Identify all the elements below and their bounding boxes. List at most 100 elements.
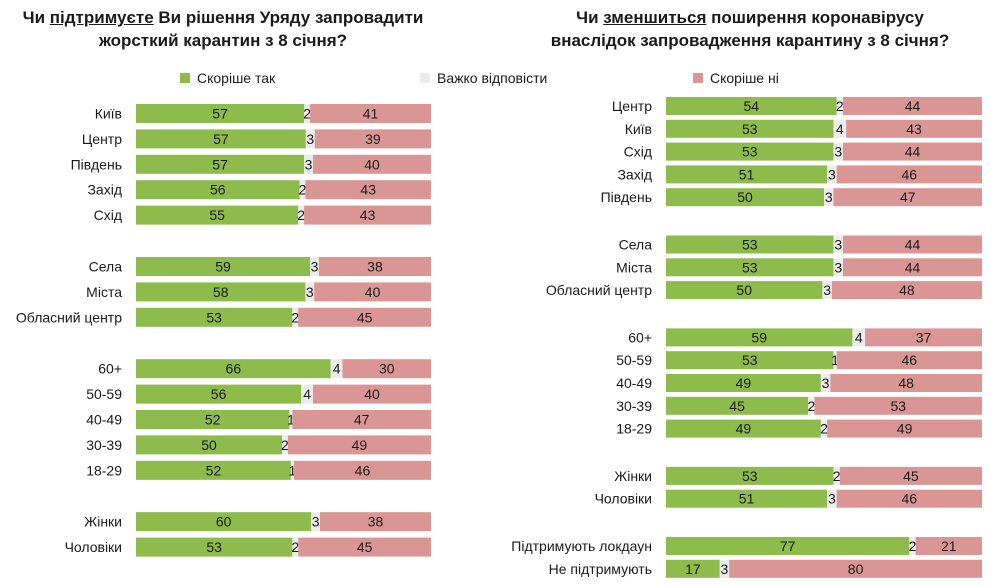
data-label: 46	[355, 462, 371, 478]
bar-segment-hard	[833, 466, 840, 485]
bar-segment-hard	[305, 129, 315, 149]
legend-item-hard: Важко відповісти	[420, 70, 547, 86]
bar-segment-yes	[666, 97, 837, 115]
bar-segment-hard	[292, 307, 299, 327]
bar-row-left: Київ 57 2 41	[95, 104, 431, 123]
data-label: 40	[364, 386, 380, 402]
bar-row-left: 18-29 52 1 46	[86, 460, 431, 480]
category-label: Села	[89, 259, 123, 275]
data-label: 40	[365, 284, 381, 300]
category-label: Жінки	[614, 468, 652, 484]
data-label: 4	[333, 361, 341, 377]
bar-segment-hard	[289, 410, 293, 429]
legend-swatch-no	[693, 73, 703, 83]
bar-segment-no	[830, 374, 982, 392]
bar-row-left: Центр 57 3 39	[82, 129, 431, 149]
data-label: 52	[205, 412, 221, 428]
bar-segment-no	[827, 419, 982, 438]
bar-segment-yes	[666, 188, 824, 207]
category-label: Центр	[82, 131, 122, 147]
data-label: 3	[823, 282, 831, 298]
bar-segment-yes	[136, 129, 306, 149]
data-label: 49	[736, 375, 752, 391]
data-label: 60	[216, 514, 232, 530]
bar-row-right: 60+ 59 4 37	[628, 328, 982, 347]
category-label: Центр	[612, 98, 652, 114]
data-label: 43	[360, 182, 376, 198]
category-label: 50-59	[616, 352, 652, 368]
bar-segment-no	[831, 281, 982, 300]
data-label: 4	[303, 386, 311, 402]
category-label: 60+	[98, 361, 122, 377]
bar-segment-no	[833, 188, 982, 207]
bar-row-left: Південь 57 3 40	[71, 154, 431, 174]
data-label: 3	[306, 131, 314, 147]
category-label: 18-29	[616, 421, 652, 437]
bar-segment-yes	[666, 119, 834, 138]
category-label: Підтримують локдаун	[511, 538, 652, 554]
bar-segment-no	[342, 359, 431, 379]
data-label: 1	[289, 462, 297, 478]
data-label: 2	[291, 309, 299, 325]
legend-label-yes: Скоріше так	[197, 70, 276, 86]
bar-segment-yes	[136, 205, 299, 225]
bar-segment-hard	[833, 258, 843, 277]
category-label: Чоловіки	[65, 539, 122, 555]
bar-segment-hard	[820, 374, 831, 392]
bar-row-left: 30-39 50 2 49	[86, 435, 431, 455]
title-fragment: підтримуєте	[49, 8, 154, 27]
data-label: 57	[213, 131, 229, 147]
data-label: 2	[833, 468, 841, 484]
category-label: Київ	[625, 121, 652, 137]
category-label: Схід	[624, 144, 652, 160]
bar-row-right: Жінки 53 2 45	[614, 466, 982, 485]
data-label: 2	[281, 437, 289, 453]
bar-row-right: Обласний центр 50 3 48	[546, 281, 982, 300]
data-label: 57	[212, 156, 228, 172]
bar-row-right: Схід 53 3 44	[624, 142, 982, 161]
bar-segment-hard	[822, 281, 832, 300]
bar-segment-hard	[808, 396, 815, 415]
bar-row-right: 18-29 49 2 49	[616, 419, 982, 438]
bar-segment-yes	[136, 282, 306, 302]
bar-row-right: Південь 50 3 47	[601, 188, 982, 207]
category-label: Південь	[71, 156, 122, 172]
data-label: 53	[206, 309, 222, 325]
bar-segment-no	[287, 435, 431, 455]
bar-segment-yes	[666, 466, 834, 485]
bar-segment-hard	[824, 188, 834, 207]
bar-row-right: Центр 54 2 44	[612, 97, 982, 115]
data-label: 3	[311, 259, 319, 275]
bar-segment-hard	[852, 328, 866, 347]
data-label: 1	[287, 412, 295, 428]
bar-segment-hard	[301, 384, 313, 404]
data-label: 45	[357, 539, 373, 555]
data-label: 53	[742, 352, 758, 368]
data-label: 45	[357, 309, 373, 325]
data-label: 52	[206, 462, 222, 478]
data-label: 54	[744, 98, 760, 114]
data-label: 30	[379, 361, 395, 377]
data-label: 49	[897, 421, 913, 437]
data-label: 53	[742, 121, 758, 137]
data-label: 3	[305, 156, 313, 172]
category-label: Жінки	[84, 514, 122, 530]
left-chart-title: Чи підтримуєте Ви рішення Уряду запровад…	[8, 6, 438, 52]
data-label: 3	[822, 375, 830, 391]
category-label: Обласний центр	[16, 309, 122, 325]
bar-segment-hard	[304, 154, 313, 174]
data-label: 77	[780, 538, 796, 554]
data-label: 2	[299, 182, 307, 198]
category-label: Південь	[601, 189, 652, 205]
title-fragment: Чи	[576, 8, 604, 27]
bar-segment-yes	[666, 281, 823, 300]
data-label: 45	[903, 468, 919, 484]
bar-segment-no	[836, 489, 982, 508]
data-label: 2	[297, 207, 305, 223]
bar-segment-yes	[666, 142, 834, 161]
title-fragment: Чи	[22, 8, 50, 27]
data-label: 37	[916, 329, 932, 345]
bar-segment-no	[836, 351, 982, 370]
data-label: 53	[742, 468, 758, 484]
bar-row-right: Села 53 3 44	[619, 235, 982, 254]
